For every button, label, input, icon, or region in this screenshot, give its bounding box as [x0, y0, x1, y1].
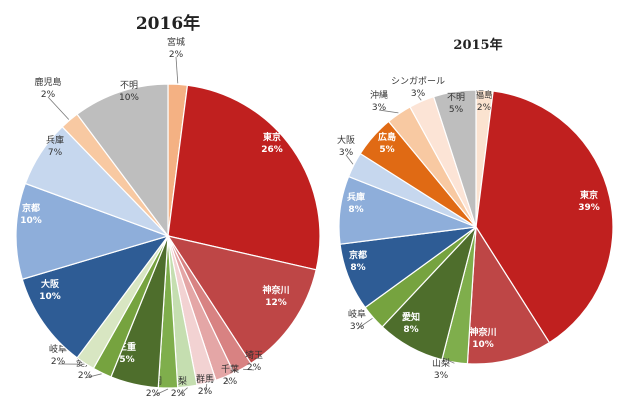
slice-value-不明: 5%: [449, 105, 464, 115]
chart-title-2016: 2016年: [136, 13, 200, 34]
leader-line-シンガポール: [417, 95, 422, 101]
slice-value-東京: 39%: [578, 203, 600, 213]
slice-label-沖縄: 沖縄: [370, 89, 388, 101]
slice-value-東京: 26%: [261, 145, 283, 155]
slice-value-愛知: 8%: [403, 325, 418, 335]
slice-value-広島: 5%: [379, 145, 394, 155]
leader-line-大阪: [345, 154, 354, 165]
slice-value-埼玉: 2%: [247, 363, 262, 373]
pie-slice-神奈川: [466, 225, 551, 365]
leader-line-岐阜: [356, 317, 373, 330]
slice-value-岐阜: 2%: [51, 357, 66, 367]
slice-value-大阪: 10%: [39, 292, 61, 302]
slice-label-東京: 東京: [580, 189, 598, 201]
slice-value-神奈川: 12%: [265, 298, 287, 308]
slice-value-大阪: 3%: [339, 148, 354, 158]
leader-line-宮城: [175, 56, 179, 84]
slice-label-京都: 京都: [22, 202, 40, 214]
slice-value-福島: 2%: [477, 103, 492, 113]
slice-value-岐阜: 3%: [350, 322, 365, 332]
slice-value-千葉: 2%: [223, 377, 238, 387]
slice-label-不明: 不明: [447, 92, 465, 103]
leader-line-静岡: [152, 388, 169, 397]
slice-label-宮城: 宮城: [167, 36, 185, 48]
slice-value-不明: 10%: [119, 93, 139, 103]
slice-label-愛知: 愛知: [402, 311, 420, 323]
leader-line-千葉: [225, 377, 231, 385]
slice-value-愛知: 2%: [78, 371, 93, 381]
slice-label-群馬: 群馬: [196, 373, 214, 385]
slice-value-山梨: 2%: [171, 389, 186, 399]
slice-label-不明: 不明: [120, 80, 138, 91]
slice-value-鹿児島: 2%: [41, 90, 56, 100]
slice-label-兵庫: 兵庫: [347, 191, 365, 203]
slice-value-山梨: 3%: [434, 371, 449, 381]
slice-label-広島: 広島: [378, 131, 396, 143]
slice-label-シンガポール: シンガポール: [391, 76, 445, 87]
slice-value-シンガポール: 3%: [411, 89, 426, 99]
slice-value-三重: 5%: [119, 355, 134, 365]
slice-label-東京: 東京: [263, 131, 281, 143]
slice-value-宮城: 2%: [169, 50, 184, 60]
slice-label-岐阜: 岐阜: [348, 308, 366, 320]
slice-label-兵庫: 兵庫: [46, 134, 64, 146]
chart-title-2015: 2015年: [453, 37, 502, 53]
pie-slice-京都: [15, 182, 170, 280]
leader-line-山梨: [177, 387, 188, 397]
slice-value-兵庫: 7%: [48, 148, 63, 158]
slice-value-兵庫: 8%: [348, 205, 363, 215]
slice-label-埼玉: 埼玉: [245, 349, 263, 361]
slice-value-群馬: 2%: [198, 387, 213, 397]
leader-line-鹿児島: [47, 96, 70, 120]
pie-slice-不明: [76, 83, 169, 238]
slice-label-京都: 京都: [349, 249, 367, 261]
slice-label-神奈川: 神奈川: [262, 284, 289, 296]
pie-slice-不明: [432, 89, 477, 228]
leader-line-愛知: [84, 373, 102, 379]
slice-value-京都: 10%: [20, 216, 42, 226]
leader-line-沖縄: [378, 109, 399, 114]
pie-2015: 福島 2% 東京 39% 神奈川 10% 山梨 3% 愛知 8% 岐阜 3% 京都 8% 兵庫 8% 大阪 3% 広…: [337, 76, 614, 381]
leader-line-山梨: [440, 356, 455, 364]
pie-slice-大阪: [21, 234, 170, 359]
leader-line-群馬: [204, 383, 208, 395]
slice-value-静岡: 2%: [146, 389, 161, 399]
slice-label-大阪: 大阪: [41, 278, 60, 290]
slice-value-京都: 8%: [350, 263, 365, 273]
slice-label-神奈川: 神奈川: [469, 326, 496, 338]
slice-label-千葉: 千葉: [221, 363, 239, 375]
slice-value-神奈川: 10%: [472, 340, 494, 350]
slice-label-鹿児島: 鹿児島: [34, 76, 61, 88]
slice-label-福島: 福島: [475, 89, 493, 101]
slice-value-沖縄: 3%: [372, 103, 387, 113]
pie-slice-東京: [167, 84, 321, 271]
pie-slice-東京: [475, 90, 614, 344]
pie-slice-神奈川: [166, 235, 317, 365]
slice-label-大阪: 大阪: [337, 134, 355, 146]
pie-2016: 宮城2%東京26%神奈川12%埼玉2%千葉2%群馬2%山梨2%静岡2%三重5%愛…: [15, 36, 321, 399]
leader-line-埼玉: [243, 368, 255, 371]
slice-label-山梨: 山梨: [432, 357, 450, 369]
